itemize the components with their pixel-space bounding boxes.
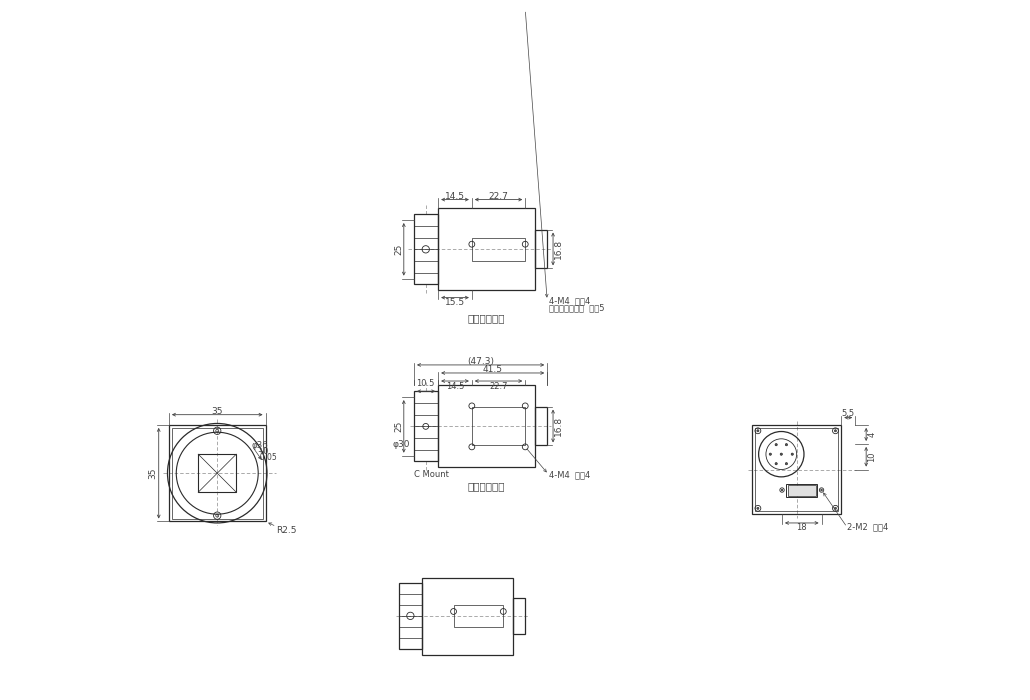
- Circle shape: [780, 453, 783, 455]
- Circle shape: [769, 453, 771, 455]
- Text: 18: 18: [796, 523, 808, 532]
- Text: 35: 35: [211, 407, 222, 416]
- Text: C Mount: C Mount: [414, 470, 449, 480]
- Text: 10.5: 10.5: [416, 379, 435, 389]
- Bar: [472, 407, 524, 444]
- Bar: [535, 230, 547, 268]
- Text: 4-M4  深さ4: 4-M4 深さ4: [549, 470, 590, 480]
- Circle shape: [834, 508, 836, 510]
- Bar: [513, 598, 524, 634]
- Text: 10: 10: [867, 451, 877, 461]
- Text: 35: 35: [148, 468, 158, 479]
- Bar: [755, 428, 838, 511]
- Circle shape: [757, 508, 759, 510]
- Circle shape: [785, 444, 788, 446]
- Text: +0: +0: [258, 447, 269, 456]
- Text: 16.8: 16.8: [554, 416, 563, 435]
- Text: φ36: φ36: [251, 441, 269, 450]
- Text: 14.5: 14.5: [445, 193, 465, 201]
- Text: 14.5: 14.5: [446, 382, 465, 391]
- Circle shape: [757, 430, 759, 432]
- Bar: [788, 485, 816, 496]
- Text: 2-M2  深さ4: 2-M2 深さ4: [847, 523, 889, 532]
- Bar: [400, 583, 422, 649]
- Bar: [787, 484, 817, 496]
- Bar: [414, 214, 438, 284]
- Text: -0.05: -0.05: [258, 453, 277, 461]
- Text: 5.5: 5.5: [842, 410, 855, 419]
- Circle shape: [781, 489, 783, 491]
- Circle shape: [776, 463, 778, 465]
- Circle shape: [834, 430, 836, 432]
- Bar: [438, 209, 535, 290]
- Bar: [422, 578, 513, 655]
- Text: 4: 4: [867, 432, 877, 437]
- Text: 25: 25: [394, 244, 403, 255]
- Bar: [453, 605, 504, 626]
- Text: カメラ三脚ネジ  深さ5: カメラ三脚ネジ 深さ5: [549, 303, 605, 312]
- Bar: [198, 454, 236, 492]
- Text: R2.5: R2.5: [276, 526, 297, 535]
- Bar: [472, 237, 524, 261]
- Text: 22.7: 22.7: [489, 382, 508, 391]
- Bar: [172, 428, 263, 519]
- Bar: [535, 407, 547, 445]
- Bar: [438, 386, 535, 468]
- Bar: [752, 425, 842, 514]
- Text: 25: 25: [394, 421, 403, 432]
- Text: 対面同一形状: 対面同一形状: [468, 482, 506, 491]
- Text: 22.7: 22.7: [488, 193, 508, 201]
- Text: 16.8: 16.8: [554, 239, 563, 259]
- Circle shape: [785, 463, 788, 465]
- Circle shape: [821, 489, 822, 491]
- Bar: [414, 391, 438, 461]
- Bar: [169, 425, 266, 522]
- Text: 41.5: 41.5: [482, 365, 503, 374]
- Text: 対面同一形状: 対面同一形状: [468, 313, 506, 323]
- Text: 15.5: 15.5: [445, 298, 466, 307]
- Circle shape: [776, 444, 778, 446]
- Text: 4-M4  深さ4: 4-M4 深さ4: [549, 296, 590, 305]
- Text: (47.3): (47.3): [468, 357, 494, 366]
- Text: φ30: φ30: [392, 440, 410, 449]
- Circle shape: [791, 453, 793, 455]
